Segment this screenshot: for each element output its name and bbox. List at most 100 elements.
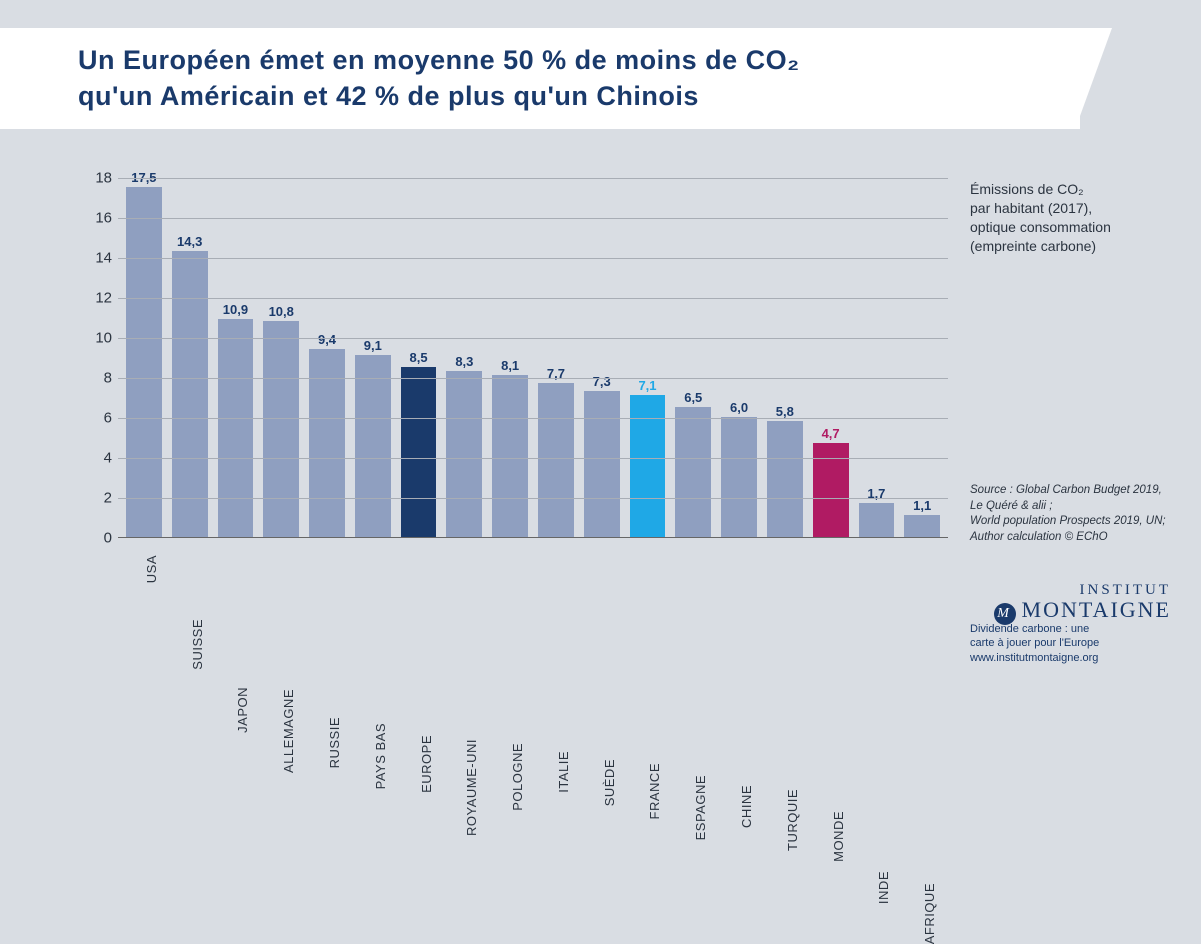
bar-category-label: SUÈDE [602,759,617,806]
side-line: par habitant (2017), [970,200,1092,216]
bar-rect [584,391,620,537]
bar-rect [355,355,391,537]
title-line-1: Un Européen émet en moyenne 50 % de moin… [78,45,800,75]
bar-rect [859,503,895,537]
bar-rect [767,421,803,537]
bar-italie: 7,7ITALIE [538,383,574,537]
bar-suède: 7,3SUÈDE [584,391,620,537]
bar-category-label: RUSSIE [327,717,342,768]
bar-rect [172,251,208,537]
chart-title: Un Européen émet en moyenne 50 % de moin… [78,42,1080,115]
bar-france: 7,1FRANCE [630,395,666,537]
source-line: Source : Global Carbon Budget 2019, [970,484,1162,496]
bar-afrique: 1,1AFRIQUE [904,515,940,537]
bar-category-label: USA [144,555,159,583]
bar-category-label: ROYAUME-UNI [464,739,479,836]
bar-chart: 17,5USA 14,3SUISSE 10,9JAPON10,8ALLEMAGNE 9… [78,178,948,608]
y-axis-tick: 16 [82,210,112,227]
bar-rect [126,187,162,537]
gridline [118,378,948,379]
bar-category-label: ALLEMAGNE [281,689,296,773]
gridline [118,338,948,339]
chart-description: Émissions de CO₂ par habitant (2017), opti… [970,180,1170,256]
bar-value-label: 8,3 [455,354,473,371]
bar-value-label: 10,9 [223,302,248,319]
bar-chine: 6,0CHINE [721,417,757,537]
gridline [118,498,948,499]
bar-category-label: SUISSE [190,619,205,670]
bar-rect [263,321,299,537]
bar-europe: 8,5EUROPE [401,367,437,537]
chart-plot: 17,5USA 14,3SUISSE 10,9JAPON10,8ALLEMAGNE 9… [118,178,948,538]
bar-value-label: 9,4 [318,332,336,349]
bar-allemagne: 10,8ALLEMAGNE [263,321,299,537]
bar-category-label: INDE [876,871,891,904]
institut-montaigne-logo: INSTITUT MMONTAIGNE [994,583,1171,625]
gridline [118,258,948,259]
bar-rect [492,375,528,537]
bar-value-label: 4,7 [822,426,840,443]
logo-line-2: MONTAIGNE [1022,597,1171,622]
bar-rect [401,367,437,537]
title-banner: Un Européen émet en moyenne 50 % de moin… [0,28,1080,129]
bar-category-label: MONDE [831,811,846,862]
bar-rect [218,319,254,537]
bar-category-label: POLOGNE [510,743,525,811]
bar-value-label: 8,5 [410,350,428,367]
y-axis-tick: 12 [82,290,112,307]
bar-value-label: 7,7 [547,366,565,383]
bar-rect [675,407,711,537]
y-axis-tick: 2 [82,490,112,507]
bar-pologne: 8,1POLOGNE [492,375,528,537]
bar-category-label: TURQUIE [785,789,800,851]
side-line: (empreinte carbone) [970,238,1096,254]
bar-category-label: JAPON [235,687,250,733]
logo-line-1: INSTITUT [1080,582,1172,598]
bar-turquie: 5,8TURQUIE [767,421,803,537]
bar-value-label: 7,3 [593,374,611,391]
bar-category-label: CHINE [739,785,754,828]
footer-credit: Dividende carbone : une carte à jouer po… [970,622,1180,665]
bar-suisse: 14,3SUISSE [172,251,208,537]
bar-rect [538,383,574,537]
gridline [118,418,948,419]
chart-source: Source : Global Carbon Budget 2019, Le Qu… [970,483,1180,545]
y-axis-tick: 4 [82,450,112,467]
gridline [118,298,948,299]
footer-line-2: carte à jouer pour l'Europe [970,637,1099,649]
y-axis-tick: 10 [82,330,112,347]
y-axis-tick: 18 [82,170,112,187]
side-line: optique consommation [970,219,1111,235]
bar-value-label: 6,5 [684,390,702,407]
bar-value-label: 14,3 [177,234,202,251]
bar-japon: 10,9JAPON [218,319,254,537]
bar-value-label: 1,1 [913,498,931,515]
y-axis-tick: 14 [82,250,112,267]
bar-value-label: 8,1 [501,358,519,375]
bar-rect [721,417,757,537]
bar-category-label: ITALIE [556,751,571,793]
bar-value-label: 7,1 [638,378,656,395]
bar-inde: 1,7INDE [859,503,895,537]
footer-url: www.institutmontaigne.org [970,652,1098,664]
bar-usa: 17,5USA [126,187,162,537]
bar-value-label: 6,0 [730,400,748,417]
bar-category-label: EUROPE [419,735,434,793]
bar-royaume-uni: 8,3ROYAUME-UNI [446,371,482,537]
source-line: World population Prospects 2019, UN; [970,515,1166,527]
bar-category-label: ESPAGNE [693,775,708,840]
y-axis-tick: 8 [82,370,112,387]
bar-category-label: AFRIQUE [922,883,937,944]
bar-rect [630,395,666,537]
gridline [118,178,948,179]
side-line: Émissions de CO₂ [970,181,1084,197]
gridline [118,218,948,219]
footer-line-1: Dividende carbone : une [970,623,1089,635]
logo-text: INSTITUT MMONTAIGNE [994,583,1171,625]
bar-value-label: 1,7 [867,486,885,503]
y-axis-tick: 0 [82,530,112,547]
title-line-2: qu'un Américain et 42 % de plus qu'un Ch… [78,81,699,111]
source-line: Le Quéré & alii ; [970,500,1052,512]
bar-value-label: 10,8 [269,304,294,321]
source-line: Author calculation © EChO [970,531,1108,543]
